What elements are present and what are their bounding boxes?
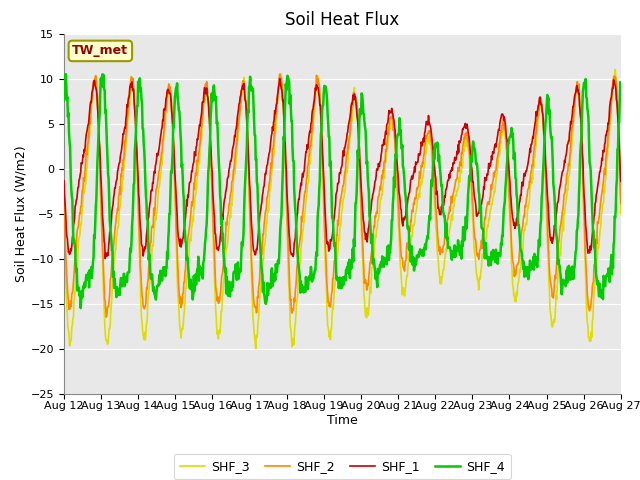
SHF_4 [77,305,84,311]
SHF_2 [118,174,125,180]
SHF_4 [617,79,625,85]
SHF_1 [307,130,314,135]
SHF_3 [617,211,625,217]
SHF_4 [307,272,314,278]
SHF_3 [306,157,314,163]
SHF_3 [611,67,619,72]
SHF_2 [495,140,503,146]
SHF_2 [276,71,284,77]
SHF_2 [307,143,314,149]
SHF_1 [617,179,625,184]
SHF_3 [60,213,68,218]
SHF_1 [118,148,125,154]
SHF_4 [287,92,294,98]
Y-axis label: Soil Heat Flux (W/m2): Soil Heat Flux (W/m2) [15,145,28,282]
SHF_1 [101,256,109,262]
SHF_3 [505,195,513,201]
SHF_4 [506,135,513,141]
SHF_2 [444,217,451,223]
SHF_4 [495,251,503,256]
SHF_2 [287,298,294,303]
Title: Soil Heat Flux: Soil Heat Flux [285,11,399,29]
Line: SHF_4: SHF_4 [64,74,621,308]
Text: TW_met: TW_met [72,44,129,58]
SHF_4 [118,283,126,289]
SHF_1 [495,128,503,133]
SHF_1 [60,178,68,184]
X-axis label: Time: Time [327,414,358,427]
SHF_1 [506,172,513,178]
Line: SHF_2: SHF_2 [64,74,621,317]
SHF_3 [117,198,125,204]
SHF_4 [60,97,68,103]
Line: SHF_1: SHF_1 [64,79,621,259]
SHF_1 [287,247,294,253]
Legend: SHF_3, SHF_2, SHF_1, SHF_4: SHF_3, SHF_2, SHF_1, SHF_4 [174,454,511,480]
Line: SHF_3: SHF_3 [64,70,621,348]
SHF_2 [617,201,625,206]
SHF_2 [506,193,513,199]
SHF_1 [276,76,284,82]
SHF_1 [444,179,451,185]
SHF_3 [252,346,260,351]
SHF_3 [495,153,502,158]
SHF_3 [443,248,451,254]
SHF_4 [62,71,70,77]
SHF_2 [60,193,68,199]
SHF_3 [286,303,294,309]
SHF_2 [102,314,110,320]
SHF_4 [444,234,451,240]
